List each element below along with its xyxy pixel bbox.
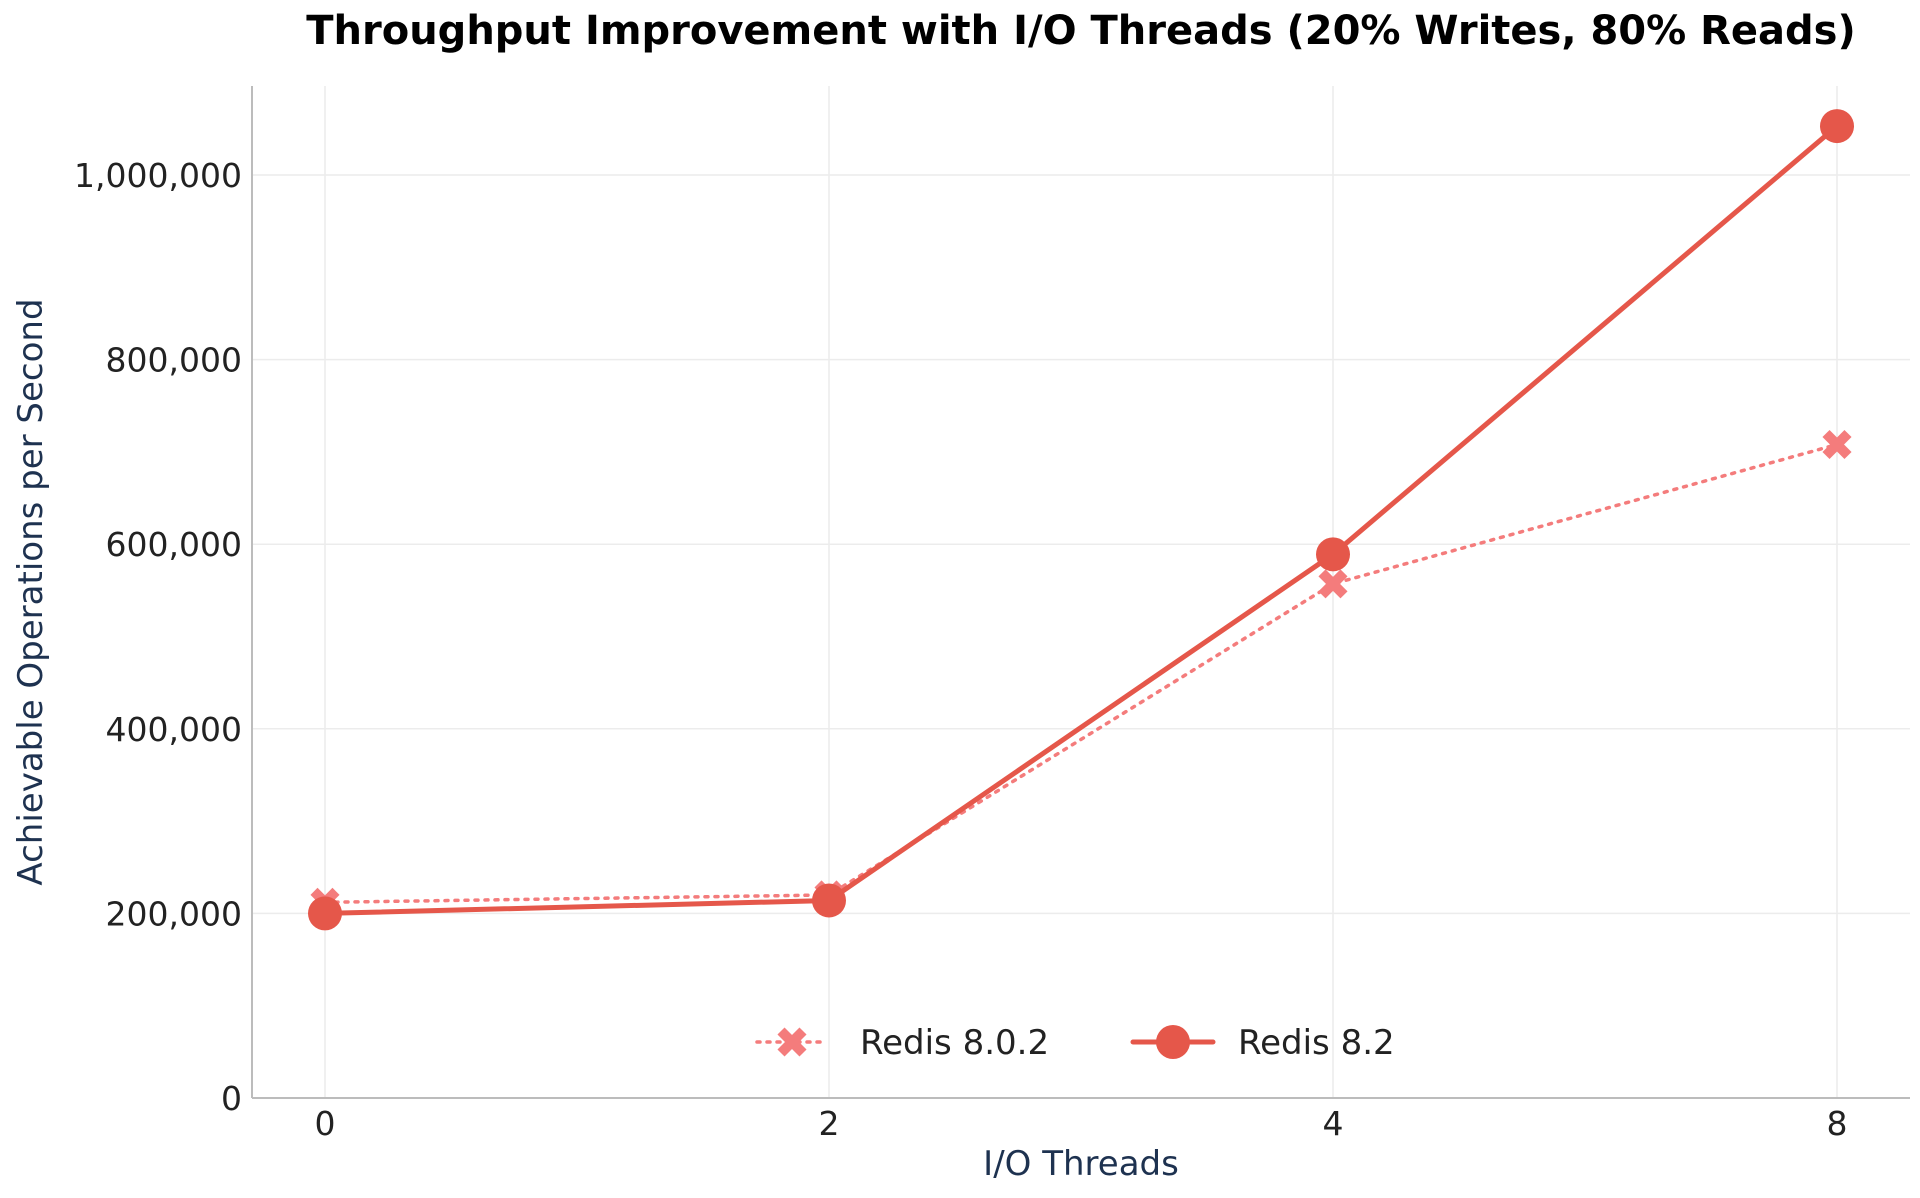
data-point-redis-8-2: [308, 896, 342, 931]
legend-item-redis-8-2: Redis 8.2: [1130, 1023, 1395, 1063]
data-point-redis-8-0-2: [1822, 429, 1852, 460]
x-tick-labels: 0 2 4 8: [315, 1104, 1848, 1143]
y-tick-label: 200,000: [106, 894, 242, 933]
data-point-redis-8-2: [812, 883, 846, 918]
legend-label: Redis 8.0.2: [860, 1023, 1049, 1063]
data-point-redis-8-2: [1316, 537, 1350, 572]
x-tick-label: 2: [819, 1104, 840, 1143]
legend-label: Redis 8.2: [1238, 1023, 1395, 1063]
series-line-redis-8-2: [322, 123, 1840, 916]
y-tick-labels: 0 200,000 400,000 600,000 800,000 1,000,000: [74, 156, 242, 1118]
x-tick-label: 0: [315, 1104, 336, 1143]
legend-marker: [1156, 1025, 1190, 1059]
y-tick-label: 0: [221, 1079, 242, 1118]
legend-marker: [777, 1027, 807, 1057]
y-tick-label: 600,000: [106, 525, 242, 564]
x-axis-label: I/O Threads: [983, 1144, 1179, 1184]
legend-item-redis-8-0-2: Redis 8.0.2: [755, 1023, 1049, 1063]
series: [308, 109, 1854, 931]
data-point-redis-8-0-2: [1318, 569, 1348, 599]
series-line-redis-8-0-2: [323, 442, 1839, 905]
y-tick-label: 800,000: [106, 341, 242, 380]
x-tick-label: 4: [1323, 1104, 1344, 1143]
chart-title: Throughput Improvement with I/O Threads …: [306, 8, 1856, 54]
axes: [251, 86, 1910, 1099]
y-tick-label: 400,000: [106, 710, 242, 749]
grid: [252, 86, 1910, 1098]
legend: Redis 8.0.2 Redis 8.2: [755, 1023, 1395, 1063]
x-tick-label: 8: [1827, 1104, 1848, 1143]
y-tick-label: 1,000,000: [74, 156, 242, 195]
data-point-redis-8-2: [1820, 109, 1854, 144]
y-axis-label: Achievable Operations per Second: [11, 298, 51, 885]
